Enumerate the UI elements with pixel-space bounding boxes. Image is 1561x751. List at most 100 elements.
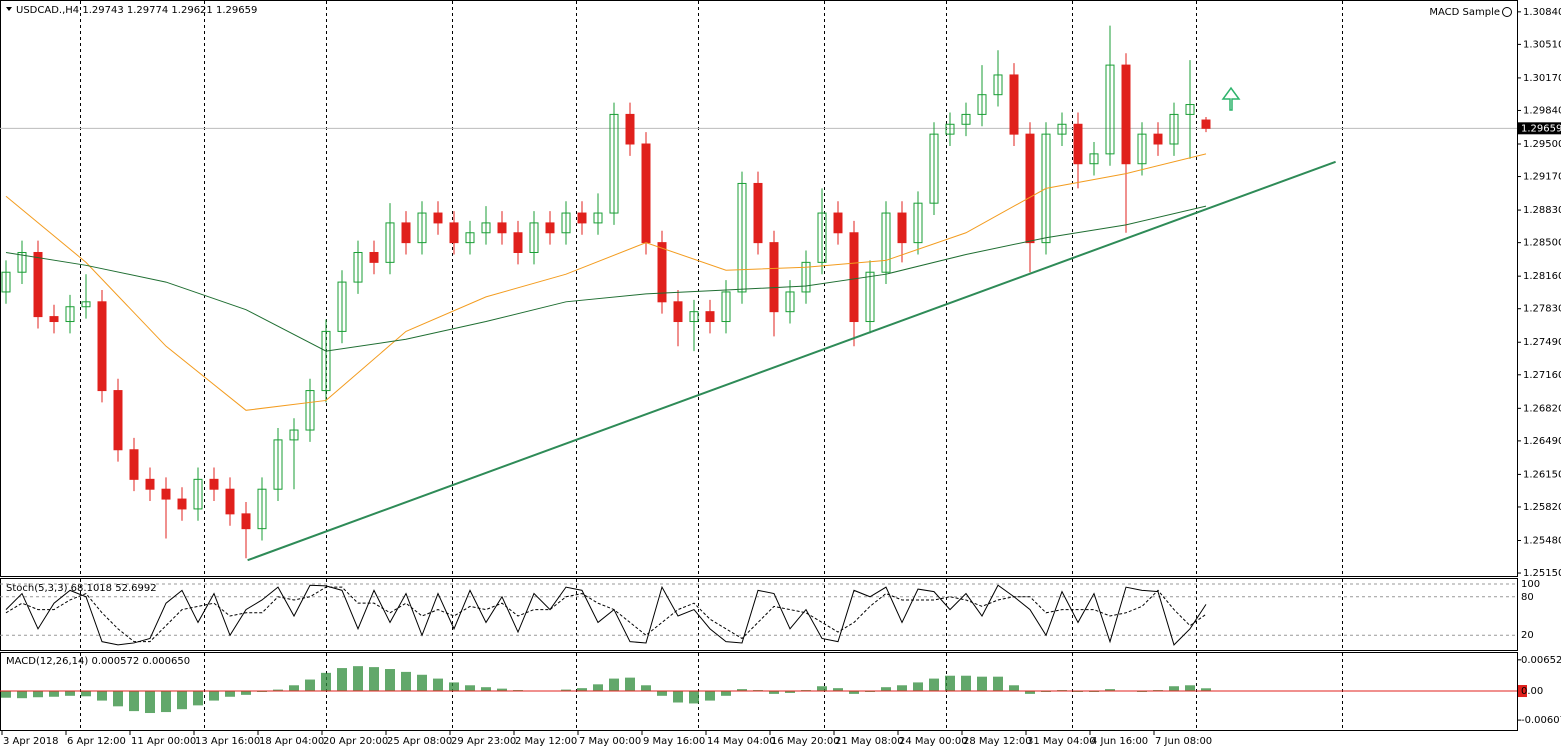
macd-bar [81, 691, 91, 697]
candle-body [49, 316, 59, 323]
candle-body [849, 232, 859, 323]
y-tick-label: 1.26820 [1523, 403, 1561, 414]
candle-body [641, 143, 651, 244]
candle-body [689, 311, 699, 323]
candle-body [1041, 133, 1051, 244]
macd-signal: 0.000650 [142, 656, 190, 667]
low: 1.29621 [171, 5, 212, 16]
macd-bar [833, 688, 843, 692]
x-tick-label: 11 Apr 00:00 [131, 736, 196, 747]
candle-body [241, 513, 251, 530]
candle-body [225, 488, 235, 515]
macd-bar [337, 668, 347, 692]
candle-body [433, 212, 443, 224]
macd-bar [577, 688, 587, 692]
candle-body [977, 94, 987, 115]
candle-body [529, 222, 539, 253]
macd-bar [273, 689, 283, 692]
macd-header: MACD(12,26,14) 0.000572 0.000650 [6, 656, 190, 667]
macd-bar [737, 689, 747, 692]
macd-bar [721, 691, 731, 696]
stoch-header: Stoch(5,3,3) 68.1018 52.6992 [6, 583, 157, 594]
macd-bar [929, 678, 939, 692]
macd-bar [1, 691, 11, 698]
candle-body [497, 222, 507, 234]
macd-name: MACD(12,26,14) [6, 656, 88, 667]
macd-bar [305, 679, 315, 692]
candle-body [577, 212, 587, 224]
macd-bar [1025, 691, 1035, 694]
candle-body [561, 212, 571, 234]
candle-body [945, 123, 955, 135]
candle-body [1089, 153, 1099, 165]
macd-bar [769, 691, 779, 694]
candle-body [721, 291, 731, 323]
candle-body [657, 242, 667, 303]
symbol: USDCAD.,H4 [16, 5, 79, 16]
macd-bar [993, 676, 1003, 692]
macd-bar [97, 691, 107, 701]
candle-body [1201, 119, 1211, 129]
macd-bar [641, 685, 651, 692]
stoch-tick-label: 20 [1521, 630, 1534, 641]
candle-body [929, 133, 939, 204]
candle-body [145, 478, 155, 490]
candle-body [1, 271, 11, 293]
expert-icon [1502, 7, 1512, 17]
macd-bar [65, 691, 75, 696]
candle-body [609, 113, 619, 214]
macd-bar [449, 682, 459, 692]
candle-body [1073, 123, 1083, 165]
menu-triangle [6, 7, 12, 11]
macd-bar [49, 691, 59, 697]
y-tick-label: 1.28160 [1523, 271, 1561, 282]
candle-body [1185, 104, 1195, 115]
moving-average [5, 153, 1207, 411]
candle-body [17, 251, 27, 273]
macd-bar [849, 691, 859, 694]
candle-body [369, 251, 379, 263]
x-tick-label: 25 Apr 08:00 [387, 736, 452, 747]
x-tick-label: 16 May 20:00 [771, 736, 840, 747]
macd-tick-label: -0.006078 [1521, 715, 1561, 726]
candle-body [385, 222, 395, 263]
y-tick-label: 1.25150 [1523, 568, 1561, 579]
macd-bar [161, 691, 171, 713]
macd-bar [673, 691, 683, 703]
macd-bar [593, 684, 603, 692]
macd-bar [689, 691, 699, 704]
macd-bar [145, 691, 155, 714]
x-tick-label: 4 Jun 16:00 [1091, 736, 1148, 747]
candle-body [113, 390, 123, 451]
macd-tick-label: 0.006522 [1521, 655, 1561, 666]
y-tick-label: 1.30170 [1523, 73, 1561, 84]
stoch-name: Stoch(5,3,3) [6, 583, 68, 594]
candle-body [769, 242, 779, 313]
macd-bar [561, 689, 571, 692]
macd-bar [1169, 686, 1179, 692]
macd-bar [33, 691, 43, 698]
candle-body [273, 439, 283, 490]
candle-body [801, 261, 811, 293]
macd-bar [129, 691, 139, 712]
candle-body [97, 301, 107, 392]
macd-bar [977, 676, 987, 692]
macd-bar [417, 674, 427, 692]
y-tick-label: 1.30840 [1523, 7, 1561, 18]
trendline [247, 160, 1336, 562]
x-tick-label: 28 May 12:00 [963, 736, 1032, 747]
x-tick-label: 7 May 00:00 [579, 736, 641, 747]
candle-body [321, 330, 331, 392]
y-tick-label: 1.30510 [1523, 39, 1561, 50]
candle-body [1057, 123, 1067, 135]
stoch-signal: 52.6992 [115, 583, 156, 594]
macd-bar [657, 691, 667, 696]
y-tick-label: 1.29500 [1523, 139, 1561, 150]
macd-bar [369, 667, 379, 692]
x-tick-label: 20 Apr 20:00 [323, 736, 388, 747]
candle-body [1169, 113, 1179, 145]
candle-body [481, 222, 491, 234]
macd-bar [705, 691, 715, 701]
candle-body [353, 251, 363, 283]
